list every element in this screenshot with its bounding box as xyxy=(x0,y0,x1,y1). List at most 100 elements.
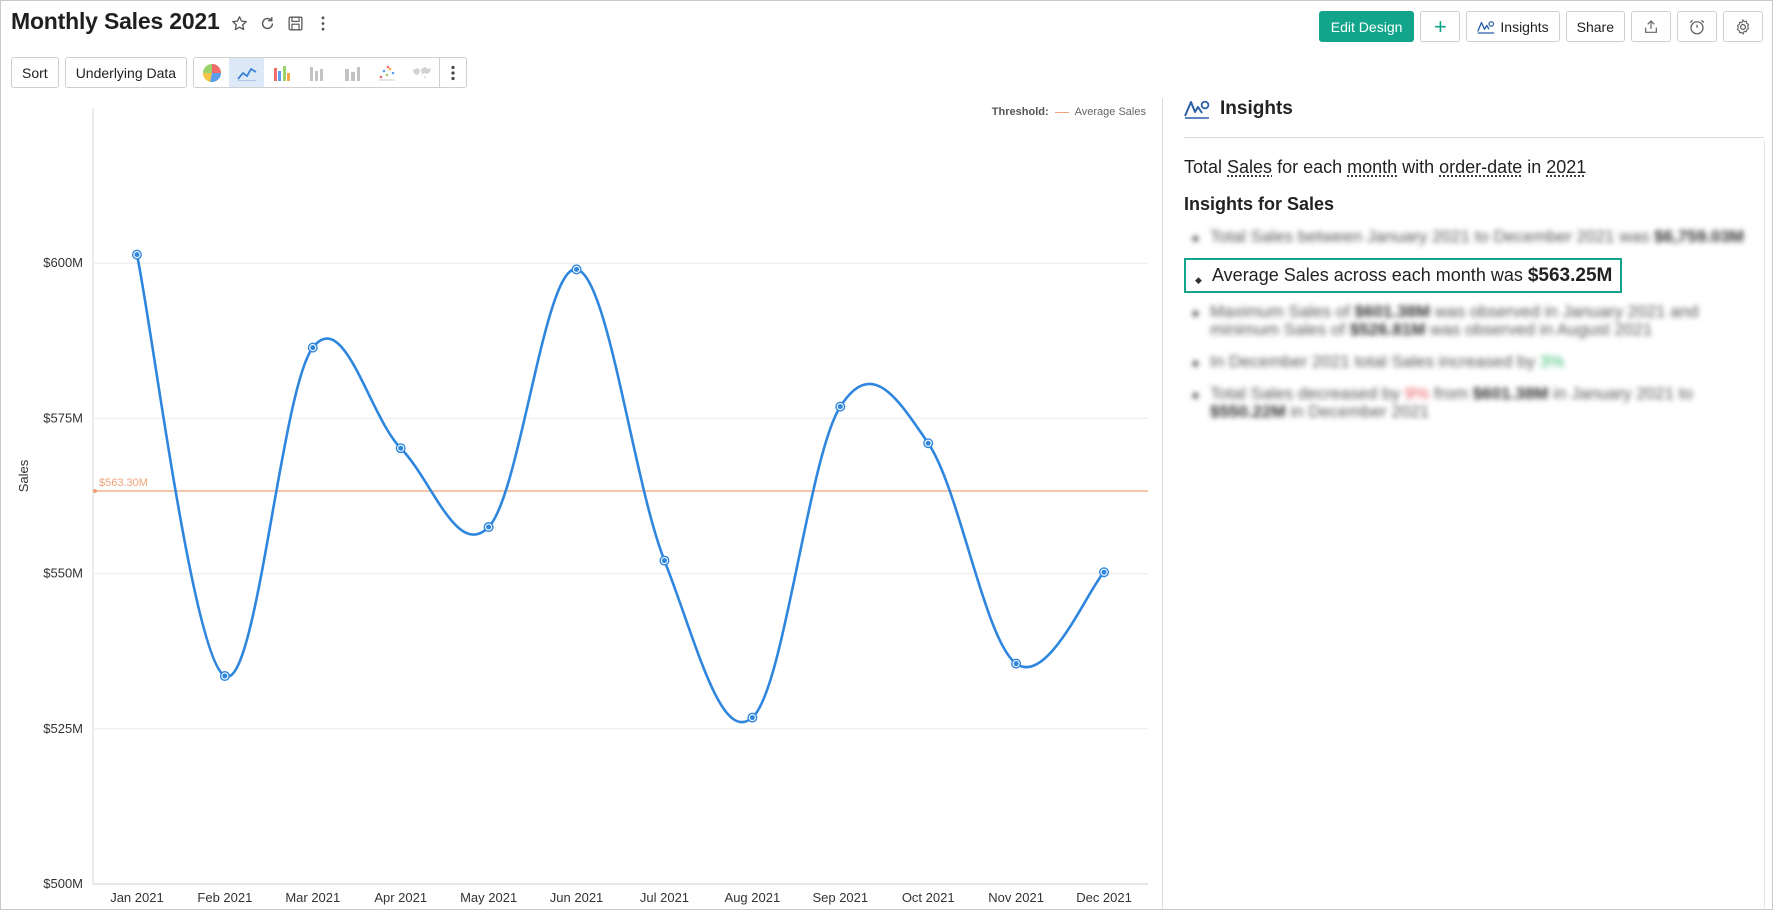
insight-value: $550.22M xyxy=(1210,402,1286,421)
insight-text: In December 2021 total Sales increased b… xyxy=(1210,352,1540,371)
summary-dimension[interactable]: order-date xyxy=(1439,157,1522,177)
line-chart: $500M $525M $550M $575M $600M Sales Jan 2021 Fe… xyxy=(0,98,1160,910)
insights-icon xyxy=(1184,99,1210,119)
data-point-center xyxy=(1102,570,1107,575)
scatter-chart-icon[interactable] xyxy=(369,58,404,87)
insight-text: in December 2021 xyxy=(1286,402,1430,421)
data-point-center xyxy=(838,404,843,409)
x-tick-label: Feb 2021 xyxy=(197,890,252,905)
threshold-marker xyxy=(93,489,97,493)
insights-title: Insights xyxy=(1220,98,1293,120)
schedule-button[interactable] xyxy=(1677,11,1717,42)
bar-chart-icon[interactable] xyxy=(264,58,299,87)
summary-text: in xyxy=(1522,157,1546,177)
page-title: Monthly Sales 2021 xyxy=(11,8,220,35)
x-tick-label: Nov 2021 xyxy=(988,890,1044,905)
x-tick-label: Aug 2021 xyxy=(725,890,781,905)
x-tick-label: Jan 2021 xyxy=(110,890,164,905)
y-axis-title: Sales xyxy=(16,459,31,492)
map-chart-icon[interactable] xyxy=(404,58,439,87)
threshold-legend[interactable]: Threshold: Average Sales xyxy=(992,106,1146,118)
sort-button[interactable]: Sort xyxy=(11,57,59,88)
data-point-center xyxy=(750,715,755,720)
data-point-center xyxy=(398,446,403,451)
data-point-center xyxy=(926,441,931,446)
threshold-label: $563.30M xyxy=(99,477,148,489)
x-tick-label: May 2021 xyxy=(460,890,517,905)
summary-measure[interactable]: Sales xyxy=(1227,157,1272,177)
insights-list: Total Sales between January 2021 to Dece… xyxy=(1184,228,1764,435)
stacked-bar-icon[interactable] xyxy=(299,58,334,87)
x-tick-label: Mar 2021 xyxy=(285,890,340,905)
insight-item: Total Sales between January 2021 to Dece… xyxy=(1184,228,1764,246)
insight-value: $563.25M xyxy=(1528,265,1613,286)
title-actions xyxy=(230,14,332,32)
x-tick-label: Oct 2021 xyxy=(902,890,955,905)
insights-button-label: Insights xyxy=(1500,19,1548,35)
summary-text: Total xyxy=(1184,157,1227,177)
summary-text: for each xyxy=(1272,157,1347,177)
underlying-data-button[interactable]: Underlying Data xyxy=(65,57,187,88)
series-line xyxy=(137,255,1104,723)
export-button[interactable] xyxy=(1631,11,1671,42)
insight-item: In December 2021 total Sales increased b… xyxy=(1184,353,1764,371)
insight-text: from xyxy=(1429,384,1472,403)
insight-item: Total Sales decreased by 9% from $601.38… xyxy=(1184,385,1764,421)
more-chart-types-icon[interactable] xyxy=(439,58,466,87)
x-tick-label: Jul 2021 xyxy=(640,890,689,905)
insight-text: was observed in August 2021 xyxy=(1425,320,1652,339)
data-point-center xyxy=(310,345,315,350)
insight-value: $601.38M xyxy=(1355,302,1431,321)
data-point-center xyxy=(662,558,667,563)
summary-text: with xyxy=(1397,157,1439,177)
save-icon[interactable] xyxy=(286,14,304,32)
y-tick-label: $525M xyxy=(43,721,83,736)
more-vertical-icon[interactable] xyxy=(314,14,332,32)
threshold-legend-swatch xyxy=(1055,112,1069,113)
alarm-clock-icon xyxy=(1688,18,1706,36)
chart-area: Threshold: Average Sales $500M $525M $550M… xyxy=(0,98,1160,910)
add-button[interactable]: + xyxy=(1420,11,1460,42)
chart-type-switcher xyxy=(193,57,467,88)
y-tick-label: $550M xyxy=(43,566,83,581)
edit-design-button[interactable]: Edit Design xyxy=(1319,11,1415,42)
threshold-legend-label: Average Sales xyxy=(1075,106,1146,118)
insight-text: Total Sales decreased by xyxy=(1210,384,1405,403)
settings-button[interactable] xyxy=(1723,11,1763,42)
x-tick-label: Apr 2021 xyxy=(374,890,427,905)
insight-item: Maximum Sales of $601.38M was observed i… xyxy=(1184,303,1764,339)
summary-granularity[interactable]: month xyxy=(1347,157,1397,177)
insights-subtitle: Insights for Sales xyxy=(1184,194,1334,215)
star-icon[interactable] xyxy=(230,14,248,32)
export-icon xyxy=(1643,19,1659,35)
line-chart-icon[interactable] xyxy=(229,58,264,87)
gear-icon xyxy=(1734,18,1752,36)
refresh-icon[interactable] xyxy=(258,14,276,32)
pie-chart-icon[interactable] xyxy=(194,58,229,87)
insight-text: in January 2021 to xyxy=(1548,384,1693,403)
insight-text: Average Sales across each month was xyxy=(1212,265,1528,285)
summary-year[interactable]: 2021 xyxy=(1546,157,1586,177)
insights-button[interactable]: Insights xyxy=(1466,11,1559,42)
panel-divider xyxy=(1162,98,1163,910)
insights-divider xyxy=(1184,137,1764,138)
x-tick-label: Dec 2021 xyxy=(1076,890,1132,905)
data-point-center xyxy=(486,525,491,530)
insight-text: Maximum Sales of xyxy=(1210,302,1355,321)
threshold-legend-title: Threshold: xyxy=(992,106,1049,118)
share-button[interactable]: Share xyxy=(1566,11,1625,42)
header-actions: Edit Design + Insights Share xyxy=(1319,11,1763,42)
column-chart-icon[interactable] xyxy=(334,58,369,87)
insights-summary: Total Sales for each month with order-da… xyxy=(1184,157,1586,178)
x-tick-label: Jun 2021 xyxy=(550,890,604,905)
insight-item-highlighted: Average Sales across each month was $563… xyxy=(1184,258,1622,293)
x-tick-label: Sep 2021 xyxy=(812,890,868,905)
insight-value: $526.81M xyxy=(1350,320,1426,339)
y-tick-label: $575M xyxy=(43,410,83,425)
data-point-center xyxy=(134,252,139,257)
data-point-center xyxy=(574,267,579,272)
data-point-center xyxy=(1014,661,1019,666)
plus-icon: + xyxy=(1434,16,1447,38)
chart-toolbar: Sort Underlying Data xyxy=(11,57,467,88)
insights-scrollbar[interactable] xyxy=(1764,140,1773,910)
